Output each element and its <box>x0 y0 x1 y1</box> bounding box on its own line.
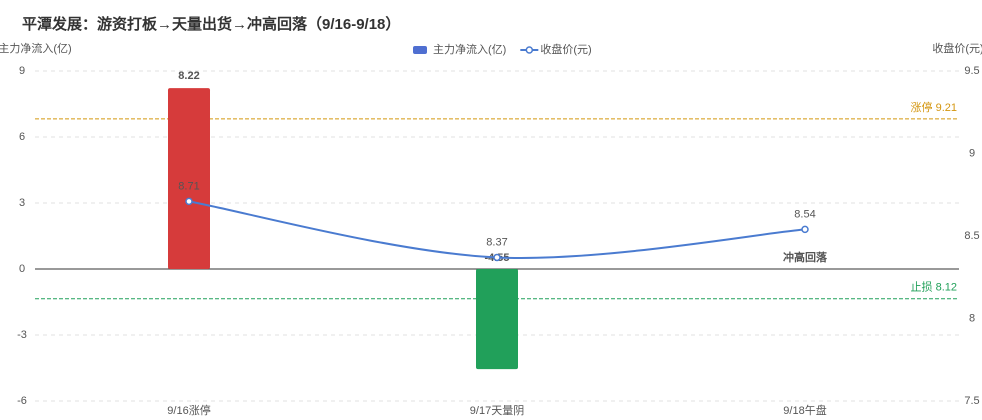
y-tick-label: -6 <box>17 395 27 407</box>
y-tick-label: 9 <box>19 65 25 77</box>
y2-tick-label: 8.5 <box>964 230 979 242</box>
y-tick-label: 3 <box>19 197 25 209</box>
y2-tick-label: 9.5 <box>964 65 979 77</box>
price-value-label: 8.37 <box>486 236 507 248</box>
mark-line-value: 8.12 <box>936 282 957 294</box>
annotation: 冲高回落 <box>783 250 828 264</box>
bar <box>476 269 518 370</box>
mark-line-name: 止损 <box>911 280 933 294</box>
bar-value-label: 8.22 <box>178 70 199 82</box>
x-tick-label: 9/17天量阴 <box>470 404 524 417</box>
y-tick-label: 6 <box>19 131 25 143</box>
x-tick-label: 9/16涨停 <box>167 403 210 417</box>
legend-label: 主力净流入(亿) <box>433 42 506 56</box>
y-tick-label: 0 <box>19 263 25 275</box>
y2-tick-label: 9 <box>969 147 975 159</box>
mark-line-name: 涨停 <box>911 100 933 114</box>
price-value-label: 8.54 <box>794 208 815 220</box>
mark-line-label: 止损 8.12 <box>911 280 957 294</box>
legend-swatch <box>525 46 534 54</box>
legend-label: 收盘价(元) <box>540 42 591 56</box>
price-point <box>493 253 501 262</box>
price-value-label: 8.71 <box>178 180 199 192</box>
x-tick-label: 9/18午盘 <box>783 403 826 417</box>
y-tick-label: -3 <box>17 329 27 341</box>
mark-line-value: 9.21 <box>936 102 957 114</box>
y2-axis-label: 收盘价(元) <box>932 41 982 55</box>
price-line <box>188 200 806 259</box>
mark-line-label: 涨停 9.21 <box>911 100 957 114</box>
legend-swatch <box>413 46 427 54</box>
price-point <box>801 225 809 234</box>
y2-tick-label: 8 <box>969 312 975 324</box>
y2-tick-label: 7.5 <box>964 395 979 407</box>
price-point <box>185 197 193 206</box>
y-axis-label: 主力净流入(亿) <box>0 41 72 55</box>
chart-title: 平潭发展：游资打板→天量出货→冲高回落（9/16-9/18） <box>22 15 400 33</box>
bar <box>168 88 210 269</box>
